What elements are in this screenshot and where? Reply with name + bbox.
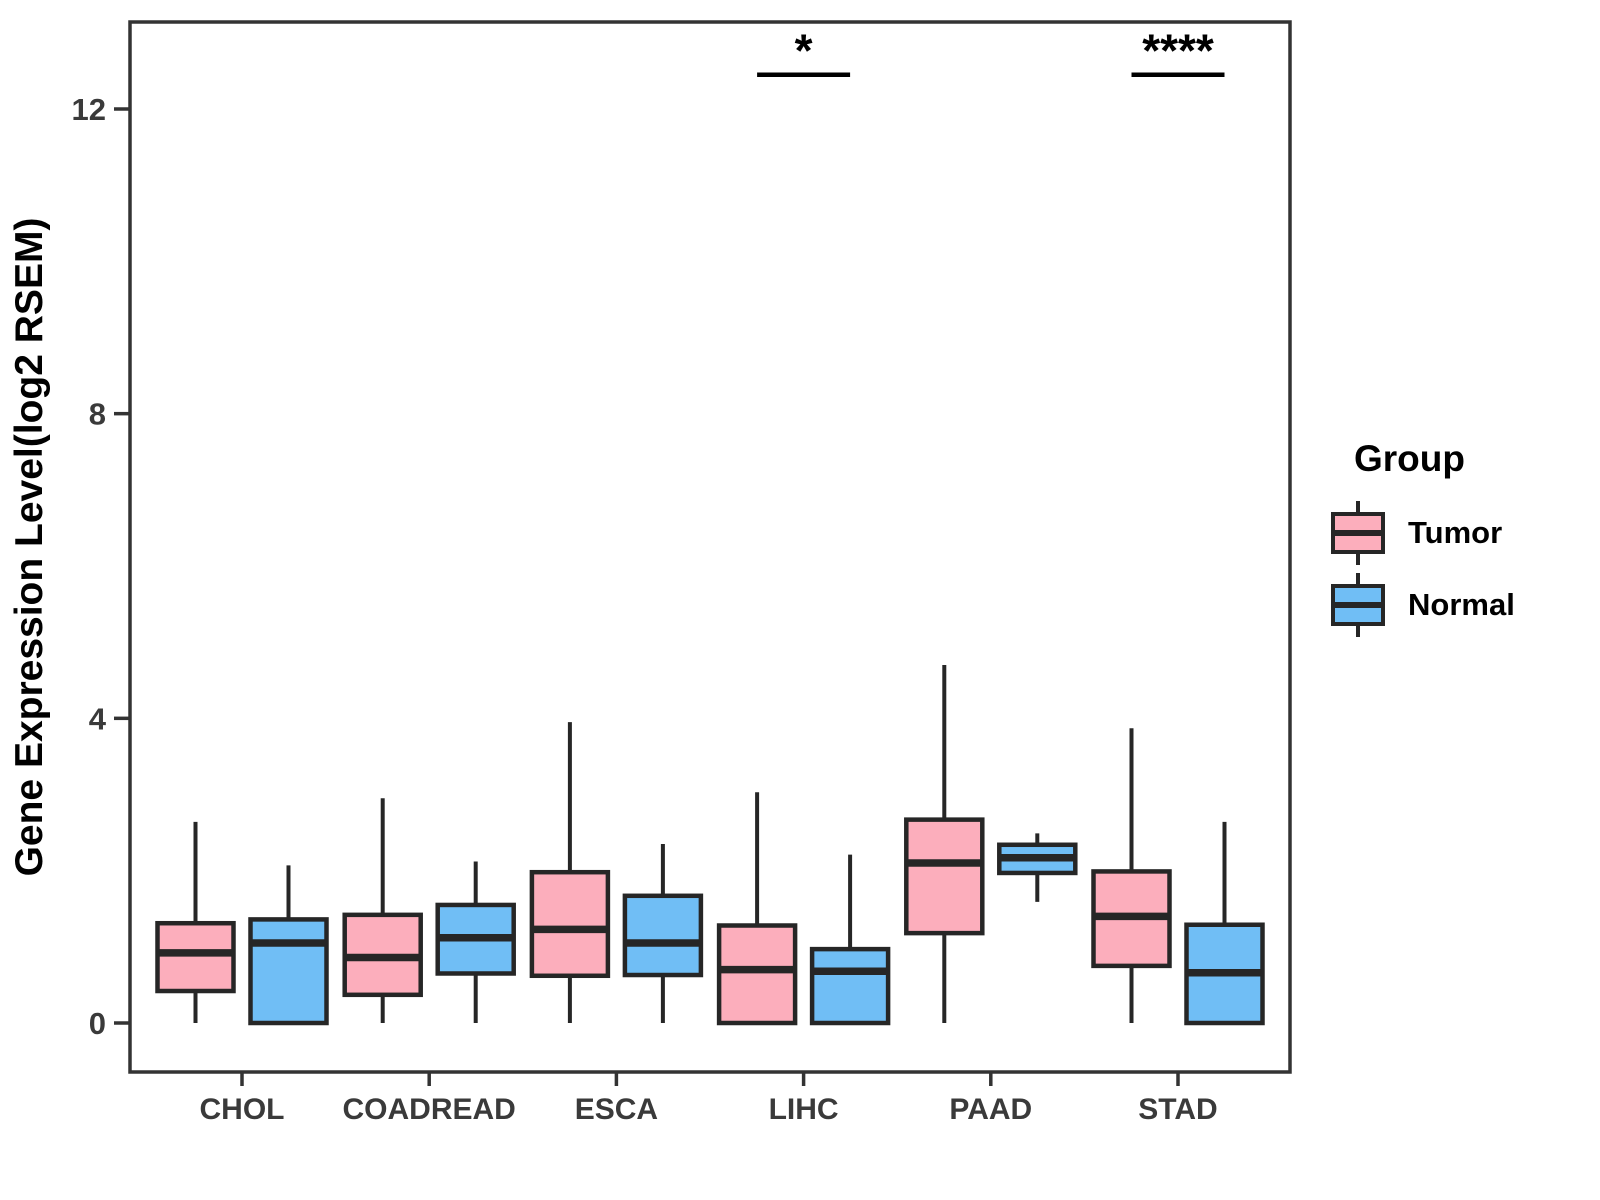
x-axis: CHOL COADREAD ESCA LIHC PAAD STAD	[200, 1072, 1218, 1126]
x-tick-label-CHOL: CHOL	[200, 1093, 285, 1126]
y-tick-label-0: 0	[89, 1006, 106, 1041]
box-tumor-ESCA	[529, 869, 611, 979]
x-tick-label-LIHC: LIHC	[769, 1093, 839, 1126]
y-axis-title: Gene Expression Level(log2 RSEM)	[8, 218, 51, 877]
x-tick-label-ESCA: ESCA	[575, 1093, 658, 1126]
plot-panel-border	[128, 20, 1292, 1074]
significance-annotations: * ****	[757, 25, 1225, 77]
y-axis: 0 4 8 12	[72, 92, 130, 1041]
tumor-boxplot-key-icon	[1331, 501, 1385, 565]
legend-label-tumor: Tumor	[1408, 515, 1503, 550]
x-tick-label-COADREAD: COADREAD	[343, 1093, 516, 1126]
box-normal-ESCA	[622, 893, 704, 978]
legend-title: Group	[1354, 438, 1465, 479]
box-tumor-CHOL	[155, 920, 236, 994]
legend-item-tumor: Tumor	[1326, 498, 1586, 568]
normal-boxplot-key-icon	[1331, 573, 1385, 637]
box-tumor-PAAD	[904, 817, 985, 936]
y-tick-label-12: 12	[72, 92, 106, 127]
box-tumor-LIHC	[716, 923, 798, 1026]
boxplots	[155, 665, 1265, 1026]
box-normal-CHOL	[248, 917, 329, 1026]
legend-item-normal: Normal	[1326, 570, 1586, 640]
x-tick-label-PAAD: PAAD	[949, 1093, 1032, 1126]
y-tick-label-8: 8	[89, 397, 106, 432]
y-tick-label-4: 4	[89, 701, 107, 736]
legend-label-normal: Normal	[1408, 587, 1515, 622]
box-normal-LIHC	[809, 946, 891, 1026]
legend: Group Tumor Normal	[1326, 438, 1586, 642]
significance-label-STAD: ****	[1142, 25, 1214, 77]
x-tick-label-STAD: STAD	[1138, 1093, 1217, 1126]
significance-label-LIHC: *	[795, 25, 813, 77]
